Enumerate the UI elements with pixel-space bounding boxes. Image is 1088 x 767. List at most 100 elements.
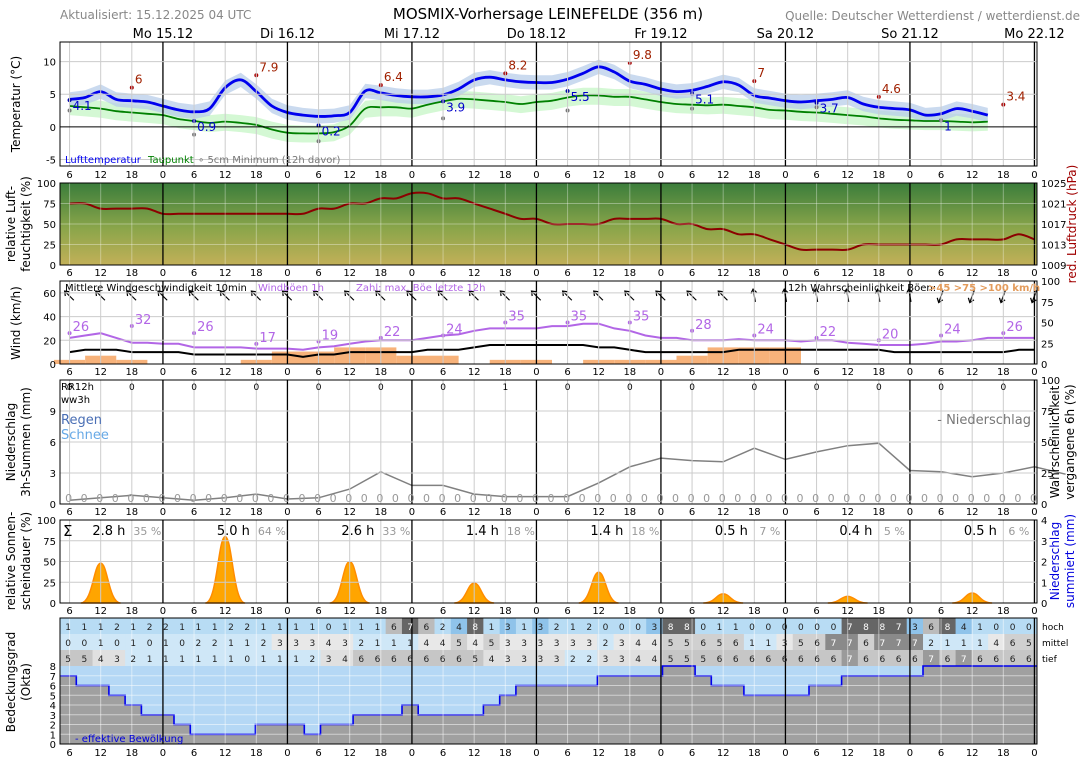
cloud-cell-value: 4 xyxy=(489,655,495,665)
hour-tick-label: 18 xyxy=(872,606,885,617)
day-label: Do 18.12 xyxy=(507,27,566,42)
cloud-cell-mid xyxy=(157,634,175,650)
cloud-cell-high xyxy=(906,618,924,634)
clear-sky-area xyxy=(60,666,1037,735)
snow-legend: Schnee xyxy=(61,428,109,443)
y-tick-label: 0 xyxy=(1041,360,1047,371)
hour-tick-label: 12 xyxy=(94,507,107,518)
hour-tick-label: 12 xyxy=(592,268,605,279)
temp-min-label: 3.9 xyxy=(446,100,465,114)
cloud-cell-value: 3 xyxy=(651,623,657,633)
cloud-cell-high xyxy=(60,618,77,634)
gust-max-label: 22 xyxy=(820,325,837,340)
cumulative-precip-axis-label-1: Niederschlag xyxy=(1048,522,1062,600)
hour-tick-label: 0 xyxy=(658,268,664,279)
temp-min-label: 0.9 xyxy=(197,120,216,134)
hour-tick-label: 0 xyxy=(658,507,664,518)
cloud-cell-high xyxy=(825,618,843,634)
hour-tick-label: 0 xyxy=(782,748,788,759)
hour-tick-label: 6 xyxy=(813,367,819,378)
cloud-cell-low xyxy=(971,650,989,666)
hour-tick-label: 18 xyxy=(499,748,512,759)
cloud-cell-value: 0 xyxy=(114,639,120,649)
hour-tick-label: 12 xyxy=(343,268,356,279)
cloud-cell-high xyxy=(401,618,419,634)
gust-max-label: 35 xyxy=(571,310,588,325)
cloud-cell-value: 3 xyxy=(505,655,511,665)
hour-tick-label: 6 xyxy=(689,606,695,617)
cloud-cell-high xyxy=(515,618,533,634)
gust-max-label: 24 xyxy=(944,323,961,338)
cloud-cell-value: 7 xyxy=(407,623,413,633)
y-tick-label: 2 xyxy=(1041,558,1047,569)
y-tick-label: 0 xyxy=(50,500,56,511)
precip-amount-label: 0 xyxy=(905,492,912,505)
hour-tick-label: 12 xyxy=(343,748,356,759)
cloud-cell-mid xyxy=(662,634,680,650)
cloud-cell-mid xyxy=(809,634,826,650)
precip-axis-label-1: Niederschlag xyxy=(4,403,18,481)
cloud-cell-value: 6 xyxy=(456,655,462,665)
cloud-cell-value: 0 xyxy=(1010,623,1016,633)
cloud-cell-mid xyxy=(369,634,387,650)
cloud-cell-mid xyxy=(988,634,1005,650)
cloud-cell-mid xyxy=(108,634,126,650)
cloud-cell-value: 6 xyxy=(945,655,951,665)
rr12h-value: 0 xyxy=(378,383,384,393)
precip-amount-label: 0 xyxy=(828,492,835,505)
hour-tick-label: 6 xyxy=(66,268,72,279)
precip-amount-label: 0 xyxy=(890,492,897,505)
gust-max-label: 20 xyxy=(882,327,899,342)
hour-tick-label: 12 xyxy=(717,606,730,617)
hour-tick-label: 12 xyxy=(841,748,854,759)
hour-tick-label: 6 xyxy=(689,268,695,279)
cloud-cell-value: 5 xyxy=(668,655,674,665)
cloud-cell-high xyxy=(857,618,875,634)
cloud-cell-value: 4 xyxy=(326,639,332,649)
cloud-cell-value: 3 xyxy=(537,655,543,665)
cloud-cell-low xyxy=(629,650,647,666)
panel-frame-prec xyxy=(59,379,1038,505)
cloud-cell-mid xyxy=(841,634,859,650)
rr12h-value: 0 xyxy=(814,383,820,393)
cloud-cell-value: 2 xyxy=(310,655,316,665)
cloud-cell-value: 6 xyxy=(391,655,397,665)
cloud-cell-high xyxy=(76,618,94,634)
cloud-cell-low xyxy=(401,650,419,666)
cloud-cell-mid xyxy=(255,634,273,650)
cloud-cell-value: 0 xyxy=(831,623,837,633)
sunshine-day-hours: 5.0 h xyxy=(217,524,250,539)
hour-tick-label: 6 xyxy=(564,606,570,617)
cloud-cell-value: 1 xyxy=(244,639,250,649)
precip-amount-label: 0 xyxy=(96,492,103,505)
precip-amount-label: 0 xyxy=(221,492,228,505)
cloud-cell-value: 6 xyxy=(733,639,739,649)
hour-tick-label: 12 xyxy=(343,367,356,378)
cloud-cell-value: 1 xyxy=(228,655,234,665)
hour-tick-label: 12 xyxy=(219,748,232,759)
cloud-cell-high xyxy=(125,618,142,634)
cloud-cell-value: 4 xyxy=(440,639,446,649)
cloud-cell-mid xyxy=(141,634,159,650)
y-tick-label: 5 xyxy=(50,90,56,101)
cloud-cell-value: 4 xyxy=(651,639,657,649)
precip-amount-label: 0 xyxy=(999,492,1006,505)
gust-max-label: 17 xyxy=(259,331,276,346)
cloud-cell-high xyxy=(564,618,582,634)
hour-tick-label: 18 xyxy=(623,606,636,617)
hour-tick-label: 6 xyxy=(689,367,695,378)
cloud-cell-value: 2 xyxy=(163,623,169,633)
hour-tick-label: 18 xyxy=(250,748,263,759)
cloud-cell-value: 1 xyxy=(765,639,771,649)
hour-tick-label: 12 xyxy=(468,170,481,181)
cloud-cell-value: 3 xyxy=(505,623,511,633)
hour-tick-label: 0 xyxy=(907,367,913,378)
sunshine-axis-label-2: scheindauer (%) xyxy=(19,512,33,610)
cloud-cell-value: 6 xyxy=(1010,655,1016,665)
cloud-cell-value: 3 xyxy=(521,655,527,665)
cloud-cell-value: 5 xyxy=(717,639,723,649)
hour-tick-label: 12 xyxy=(966,268,979,279)
cloud-cell-low xyxy=(60,650,77,666)
cloud-cell-low xyxy=(369,650,387,666)
cloud-cell-low xyxy=(662,650,680,666)
